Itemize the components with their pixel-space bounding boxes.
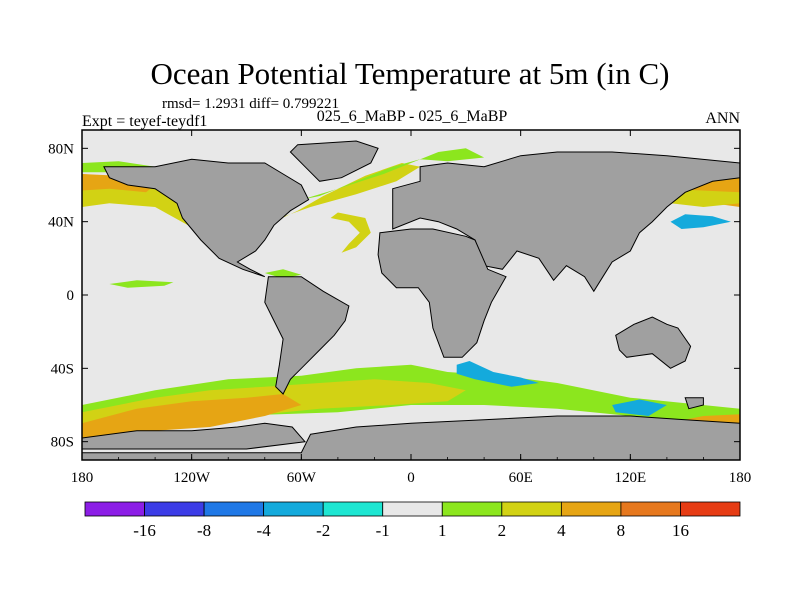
x-tick-label: 0 [407,470,415,486]
x-tick-label: 60W [287,470,317,486]
colorbar-label: 2 [498,521,507,540]
land-antarctica-west [82,422,306,450]
case-label: 025_6_MaBP - 025_6_MaBP [317,108,508,125]
chart-title: Ocean Potential Temperature at 5m (in C) [151,56,670,91]
x-tick-label: 180 [71,470,94,486]
region-north-atlantic-green [301,148,485,200]
colorbar-swatch [441,501,503,517]
colorbar-label: 4 [557,521,566,540]
colorbar-label: 16 [672,521,689,540]
season-label: ANN [705,110,740,127]
land-australia [615,316,692,369]
colorbar-swatch [501,501,562,517]
y-tick-label: 80S [51,435,74,451]
region-equatorial-pacific-green [109,280,174,288]
region-gulf-stream-loop [330,212,371,253]
colorbar-swatch [620,501,681,517]
colorbar-label: -1 [376,521,390,540]
colorbar-swatch [680,501,741,517]
land-antarctica-main [82,415,740,460]
colorbar-label: -8 [197,521,211,540]
colorbar-label: -2 [316,521,330,540]
colorbar-swatch [322,501,384,517]
colorbar-label: -16 [133,521,156,540]
y-tick-label: 0 [67,288,75,304]
colorbar-label: 8 [617,521,626,540]
land-new-zealand [684,397,704,410]
y-tick-label: 80N [48,141,74,157]
region-west-pacific-cool [670,214,731,229]
colorbar-swatch [84,501,145,517]
land-africa [377,228,507,358]
colorbar-label: -4 [257,521,272,540]
land-north-america [103,158,310,278]
map-plot: 180 120W 60W 0 60E 120E 180 80N 40N 0 40S 80S [48,129,752,486]
colorbar-swatch [263,501,324,517]
colorbar: -16 -8 -4 -2 -1 1 2 4 8 16 [84,501,741,540]
x-tick-label: 60E [509,470,533,486]
colorbar-swatch [144,501,205,517]
stats-label: rmsd= 1.2931 diff= 0.799221 [162,96,339,112]
x-axis: 180 120W 60W 0 60E 120E 180 [71,130,752,486]
region-agulhas-cool [456,361,539,387]
region-north-pacific-warm [82,174,156,193]
colorbar-swatch [560,501,622,517]
anomaly-regions [82,148,740,442]
land-south-america [264,276,350,395]
x-tick-label: 180 [729,470,752,486]
colorbar-swatch [203,501,265,517]
colorbar-label: 1 [438,521,447,540]
x-tick-label: 120W [173,470,211,486]
experiment-label: Expt = teyef-teydf1 [82,113,207,130]
y-tick-label: 40S [51,361,74,377]
region-north-atlantic-band [273,163,421,222]
land-greenland [289,140,379,182]
y-tick-label: 40N [48,215,74,231]
land-eurasia [392,151,740,293]
colorbar-swatch [382,501,443,517]
region-southern-ocean-warm [82,394,302,438]
region-tasman-cool [612,399,667,416]
land-masses [82,140,740,460]
x-tick-label: 120E [614,470,646,486]
y-axis: 80N 40N 0 40S 80S [48,141,740,451]
